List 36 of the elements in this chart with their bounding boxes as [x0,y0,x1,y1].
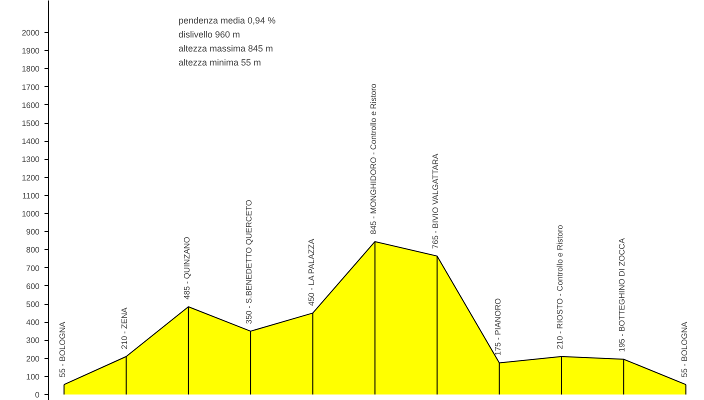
annotation: 195 - BOTTEGHINO DI ZOCCA [618,238,627,352]
y-tick-label: 200 [26,354,40,364]
y-tick-label: 1500 [22,119,40,128]
annotation: 55 - BOLOGNA [58,321,68,378]
y-tick-label: 1900 [22,46,40,56]
y-tick-label: 2000 [22,28,40,38]
annotation: 845 - MONGHIDORO - Controllo e Ristoro [368,83,378,234]
y-tick-label: 1000 [22,210,40,219]
annotation: altezza massima 845 m [178,44,274,54]
y-tick-label: 1200 [22,173,40,182]
y-tick-label: 700 [26,264,40,273]
annotation: 210 - RIOSTO - Controllo e Ristoro [555,224,564,350]
annotation: 55 - BOLOGNA [680,321,689,378]
y-tick-label: 500 [26,300,40,310]
annotation: dislivello 960 m [178,30,240,40]
y-tick-label: 900 [26,228,40,237]
annotation: 175 - PIANORO [493,298,502,356]
y-tick-label: 300 [26,336,40,346]
annotation: altezza minima 55 m [178,58,262,68]
y-tick-label: 1300 [22,155,40,164]
y-tick-label: 1700 [22,82,40,92]
y-tick-label: 0 [35,390,40,400]
annotation: 450 - LA PALAZZA [306,238,316,306]
y-tick-label: 1400 [22,137,40,146]
y-tick-label: 1600 [22,100,40,110]
annotation: 485 - QUINZANO [182,236,192,300]
y-tick-label: 100 [26,372,40,382]
y-tick-label: 1800 [22,64,40,74]
y-tick-label: 600 [26,282,40,291]
annotation: 350 - S.BENEDETTO QUERCETO [244,200,254,324]
y-tick-label: 1100 [22,191,40,200]
y-tick-label: 800 [26,246,40,255]
annotation: pendenza media 0,94 % [178,16,276,26]
annotation: 765 - BIVIO VALGATTARA [431,153,440,249]
annotation: 210 - ZENA [120,306,130,350]
y-tick-label: 400 [26,318,40,328]
